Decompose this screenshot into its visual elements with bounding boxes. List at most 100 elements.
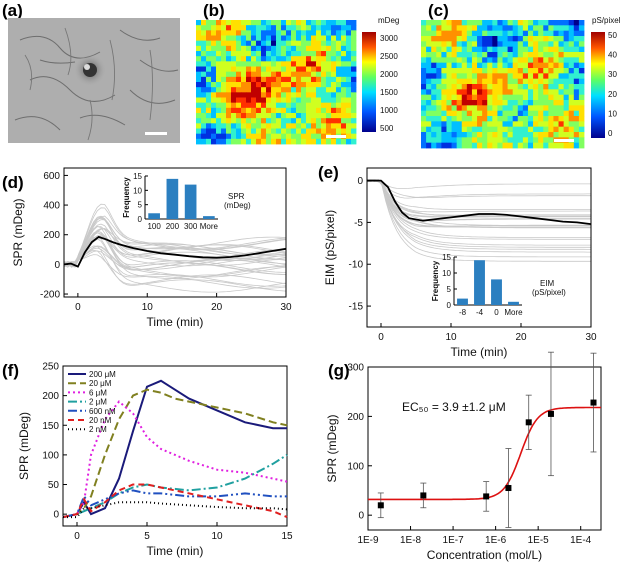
colorbar-tick: 2500 — [380, 52, 398, 61]
inset-y-tick-label: 5 — [447, 285, 452, 294]
y-tick-label: 200 — [347, 412, 364, 423]
single-cell-trace — [366, 179, 591, 189]
y-tick-label: 100 — [42, 450, 59, 461]
y-tick-label: -15 — [349, 302, 364, 313]
y-axis-label: SPR (mDeg) — [17, 412, 31, 480]
inset-x-tick-label: 300 — [184, 222, 198, 231]
inset-x-axis-label-unit: (pS/pixel) — [532, 288, 566, 297]
panel-label-a: (a) — [2, 1, 23, 20]
legend-label: 200 μM — [89, 370, 116, 379]
inset-x-axis-label: EIM — [540, 279, 555, 288]
colorbar-tick: 500 — [380, 124, 394, 133]
y-tick-label: 250 — [42, 362, 59, 373]
colorbar-c-ticks: 50 40 30 20 10 0 — [608, 31, 617, 138]
inset-x-axis-label-unit: (mDeg) — [224, 201, 251, 210]
single-cell-trace — [366, 178, 591, 228]
inset-x-axis-label: SPR — [228, 192, 245, 201]
inset-y-tick-label: 15 — [133, 172, 142, 181]
inset-bar — [148, 213, 160, 219]
x-axis-label: Time (min) — [451, 345, 508, 359]
colorbar-c — [591, 32, 605, 138]
colorbar-tick: 1500 — [380, 88, 398, 97]
inset-bar — [166, 178, 179, 219]
x-tick-label: 1E-6 — [485, 535, 507, 546]
plot-frame — [62, 365, 288, 527]
panel-label-b: (b) — [203, 1, 225, 20]
panel-label-c: (c) — [428, 1, 449, 20]
y-tick-label: -10 — [349, 260, 364, 271]
colorbar-tick: 3000 — [380, 34, 398, 43]
single-cell-trace — [366, 179, 591, 213]
inset-x-tick-label: More — [504, 308, 523, 317]
single-cell-trace — [366, 179, 591, 210]
inset-bar — [457, 298, 468, 305]
single-cell-trace — [366, 179, 591, 221]
single-cell-trace — [366, 179, 591, 258]
x-axis-label: Time (min) — [147, 544, 204, 558]
y-axis-label: EIM (pS/pixel) — [323, 210, 337, 285]
colorbar-b-ticks: 3000 2500 2000 1500 1000 500 — [380, 34, 398, 133]
inset-bar — [474, 260, 485, 305]
inset-y-tick-label: 10 — [133, 186, 142, 195]
y-axis-label: SPR (mDeg) — [11, 198, 25, 266]
data-point — [547, 410, 554, 417]
colorbar-tick: 10 — [608, 109, 617, 118]
inset-x-tick-label: -8 — [459, 308, 467, 317]
data-point — [505, 485, 512, 492]
y-tick-label: 300 — [347, 363, 364, 374]
x-tick-label: 1E-4 — [570, 535, 592, 546]
single-cell-trace — [63, 225, 286, 279]
x-axis-label: Time (min) — [147, 315, 204, 329]
single-cell-trace — [63, 215, 287, 268]
single-cell-trace — [366, 179, 591, 216]
colorbar-tick: 20 — [608, 90, 617, 99]
y-tick-label: 0 — [54, 260, 60, 271]
y-tick-label: 0 — [358, 511, 364, 522]
inset-y-axis-label: Frequency — [431, 260, 440, 301]
data-point — [420, 492, 427, 499]
scale-bar — [326, 135, 346, 138]
plot-frame — [367, 366, 602, 531]
inset-bar — [184, 184, 197, 219]
single-cell-trace — [63, 245, 287, 292]
legend-label: 600 nM — [89, 407, 116, 416]
inset-y-axis-label: Frequency — [122, 177, 131, 218]
plot-frame — [63, 167, 287, 298]
data-point — [590, 399, 597, 406]
colorbar-tick: 2000 — [380, 70, 398, 79]
eim-heatmap — [421, 20, 585, 149]
x-tick-label: 20 — [515, 332, 527, 343]
mean-trace — [63, 235, 287, 268]
colorbar-tick: 0 — [608, 129, 613, 138]
single-cell-trace — [63, 238, 287, 287]
single-cell-trace — [63, 247, 287, 271]
scale-bar — [554, 139, 574, 142]
y-tick-label: 200 — [43, 230, 60, 241]
inset-x-tick-label: More — [200, 222, 219, 231]
series-line — [62, 379, 287, 519]
mean-trace — [367, 179, 592, 225]
series-line — [62, 489, 287, 519]
inset-y-tick-label: 0 — [138, 215, 143, 224]
x-tick-label: 0 — [378, 332, 384, 343]
x-axis-label: Concentration (mol/L) — [427, 548, 542, 562]
single-cell-trace — [366, 179, 591, 238]
colorbar-tick: 40 — [608, 51, 617, 60]
x-tick-label: 5 — [144, 531, 150, 542]
series-line — [62, 483, 288, 519]
single-cell-trace — [63, 250, 286, 275]
spr-heatmap — [196, 20, 357, 145]
x-tick-label: 15 — [281, 531, 293, 542]
panel-label-g: (g) — [328, 361, 350, 380]
x-tick-label: 30 — [585, 332, 597, 343]
x-tick-label: 0 — [75, 302, 81, 313]
x-tick-label: 30 — [280, 302, 292, 313]
x-tick-label: 1E-7 — [443, 535, 465, 546]
inset-y-tick-label: 0 — [447, 301, 452, 310]
legend-label: 20 nM — [89, 416, 112, 425]
panel-label-e: (e) — [318, 163, 339, 182]
y-tick-label: -200 — [40, 290, 60, 301]
x-tick-label: 0 — [74, 531, 80, 542]
single-cell-trace — [366, 179, 591, 240]
